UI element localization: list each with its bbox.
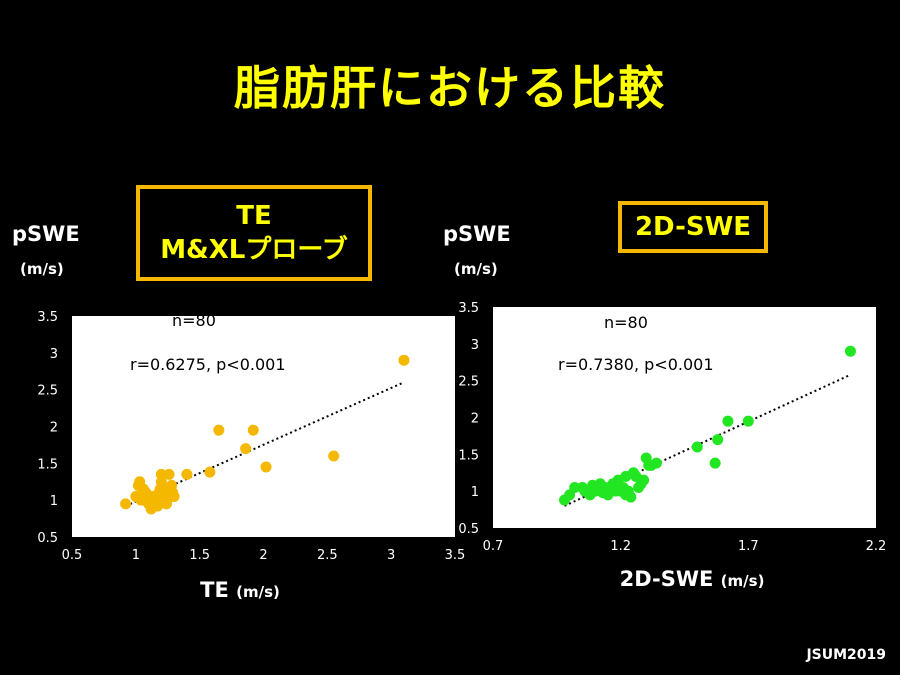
left-y-tick-label: 1.5 xyxy=(37,457,58,472)
right-y-tick-label: 2.5 xyxy=(458,375,479,390)
right-data-point xyxy=(643,459,655,471)
right-y-tick-label: 3 xyxy=(471,338,479,353)
right-data-point xyxy=(579,485,591,497)
left-y-axis-label: pSWE xyxy=(12,222,80,246)
right-data-point xyxy=(712,434,724,446)
left-y-tick-label: 3 xyxy=(50,347,58,362)
left-x-tick-label: 3 xyxy=(387,548,395,563)
right-x-axis-unit: (m/s) xyxy=(721,572,765,590)
left-data-point xyxy=(120,498,132,510)
left-x-tick-label: 2.5 xyxy=(317,548,338,563)
left-y-tick-label: 1 xyxy=(50,494,58,509)
left-x-axis-label: TE (m/s) xyxy=(200,578,280,602)
left-data-point xyxy=(247,424,259,436)
right-data-point xyxy=(844,345,856,357)
left-y-tick-label: 2.5 xyxy=(37,384,58,399)
left-data-point xyxy=(152,500,164,512)
left-data-point xyxy=(135,494,147,506)
left-data-point xyxy=(213,424,225,436)
2dswe-label-box: 2D-SWE xyxy=(618,201,768,253)
left-y-tick-label: 3.5 xyxy=(37,310,58,325)
right-data-point xyxy=(569,481,581,493)
left-annotation: r=0.6275, p<0.001 xyxy=(130,355,286,374)
right-data-point xyxy=(709,457,721,469)
left-x-tick-label: 1.5 xyxy=(189,548,210,563)
right-y-axis-unit: (m/s) xyxy=(454,260,498,278)
left-annotation: n=80 xyxy=(172,311,216,330)
left-data-point xyxy=(155,468,167,480)
te-label: TE xyxy=(236,201,272,231)
right-annotation: n=80 xyxy=(604,313,648,332)
right-y-axis-label: pSWE xyxy=(443,222,511,246)
right-x-tick-label: 2.2 xyxy=(866,539,887,554)
left-data-point xyxy=(260,461,272,473)
left-y-axis-unit: (m/s) xyxy=(20,260,64,278)
right-y-tick-label: 0.5 xyxy=(458,522,479,537)
left-y-tick-label: 0.5 xyxy=(37,531,58,546)
right-plot-area xyxy=(493,307,876,528)
right-data-point xyxy=(587,479,599,491)
footer-label: JSUM2019 xyxy=(806,647,886,663)
right-data-point xyxy=(722,415,734,427)
right-x-axis-label: 2D-SWE (m/s) xyxy=(620,567,765,591)
left-y-tick-label: 2 xyxy=(50,421,58,436)
left-data-point xyxy=(163,468,175,480)
page-title: 脂肪肝における比較 xyxy=(234,61,666,115)
right-y-tick-label: 3.5 xyxy=(458,301,479,316)
right-x-tick-label: 1.2 xyxy=(610,539,631,554)
left-x-axis-name: TE xyxy=(200,578,236,602)
right-x-tick-label: 1.7 xyxy=(738,539,759,554)
right-x-tick-label: 0.7 xyxy=(483,539,504,554)
left-data-point xyxy=(166,479,178,491)
right-data-point xyxy=(599,485,611,497)
right-data-point xyxy=(691,441,703,453)
right-y-tick-label: 1 xyxy=(471,485,479,500)
right-data-point xyxy=(742,415,754,427)
probe-label: M&XLプローブ xyxy=(160,235,348,265)
left-data-point xyxy=(150,490,162,502)
te-probe-label-box: TE M&XLプローブ xyxy=(136,185,372,281)
left-data-point xyxy=(328,450,340,462)
left-x-tick-label: 0.5 xyxy=(62,548,83,563)
2dswe-label: 2D-SWE xyxy=(634,212,752,242)
left-data-point xyxy=(159,494,171,506)
right-y-tick-label: 2 xyxy=(471,412,479,427)
right-data-point xyxy=(622,485,634,497)
left-data-point xyxy=(137,483,149,495)
left-x-tick-label: 3.5 xyxy=(445,548,466,563)
left-x-tick-label: 2 xyxy=(259,548,267,563)
right-data-point xyxy=(620,470,632,482)
left-x-tick-label: 1 xyxy=(132,548,140,563)
left-data-point xyxy=(398,354,410,366)
right-data-point xyxy=(638,474,650,486)
left-data-point xyxy=(204,466,216,478)
left-data-point xyxy=(240,443,252,455)
right-y-tick-label: 1.5 xyxy=(458,448,479,463)
left-x-axis-unit: (m/s) xyxy=(236,583,280,601)
right-data-point xyxy=(610,478,622,490)
right-x-axis-name: 2D-SWE xyxy=(620,567,721,591)
left-data-point xyxy=(181,468,193,480)
right-annotation: r=0.7380, p<0.001 xyxy=(558,355,714,374)
